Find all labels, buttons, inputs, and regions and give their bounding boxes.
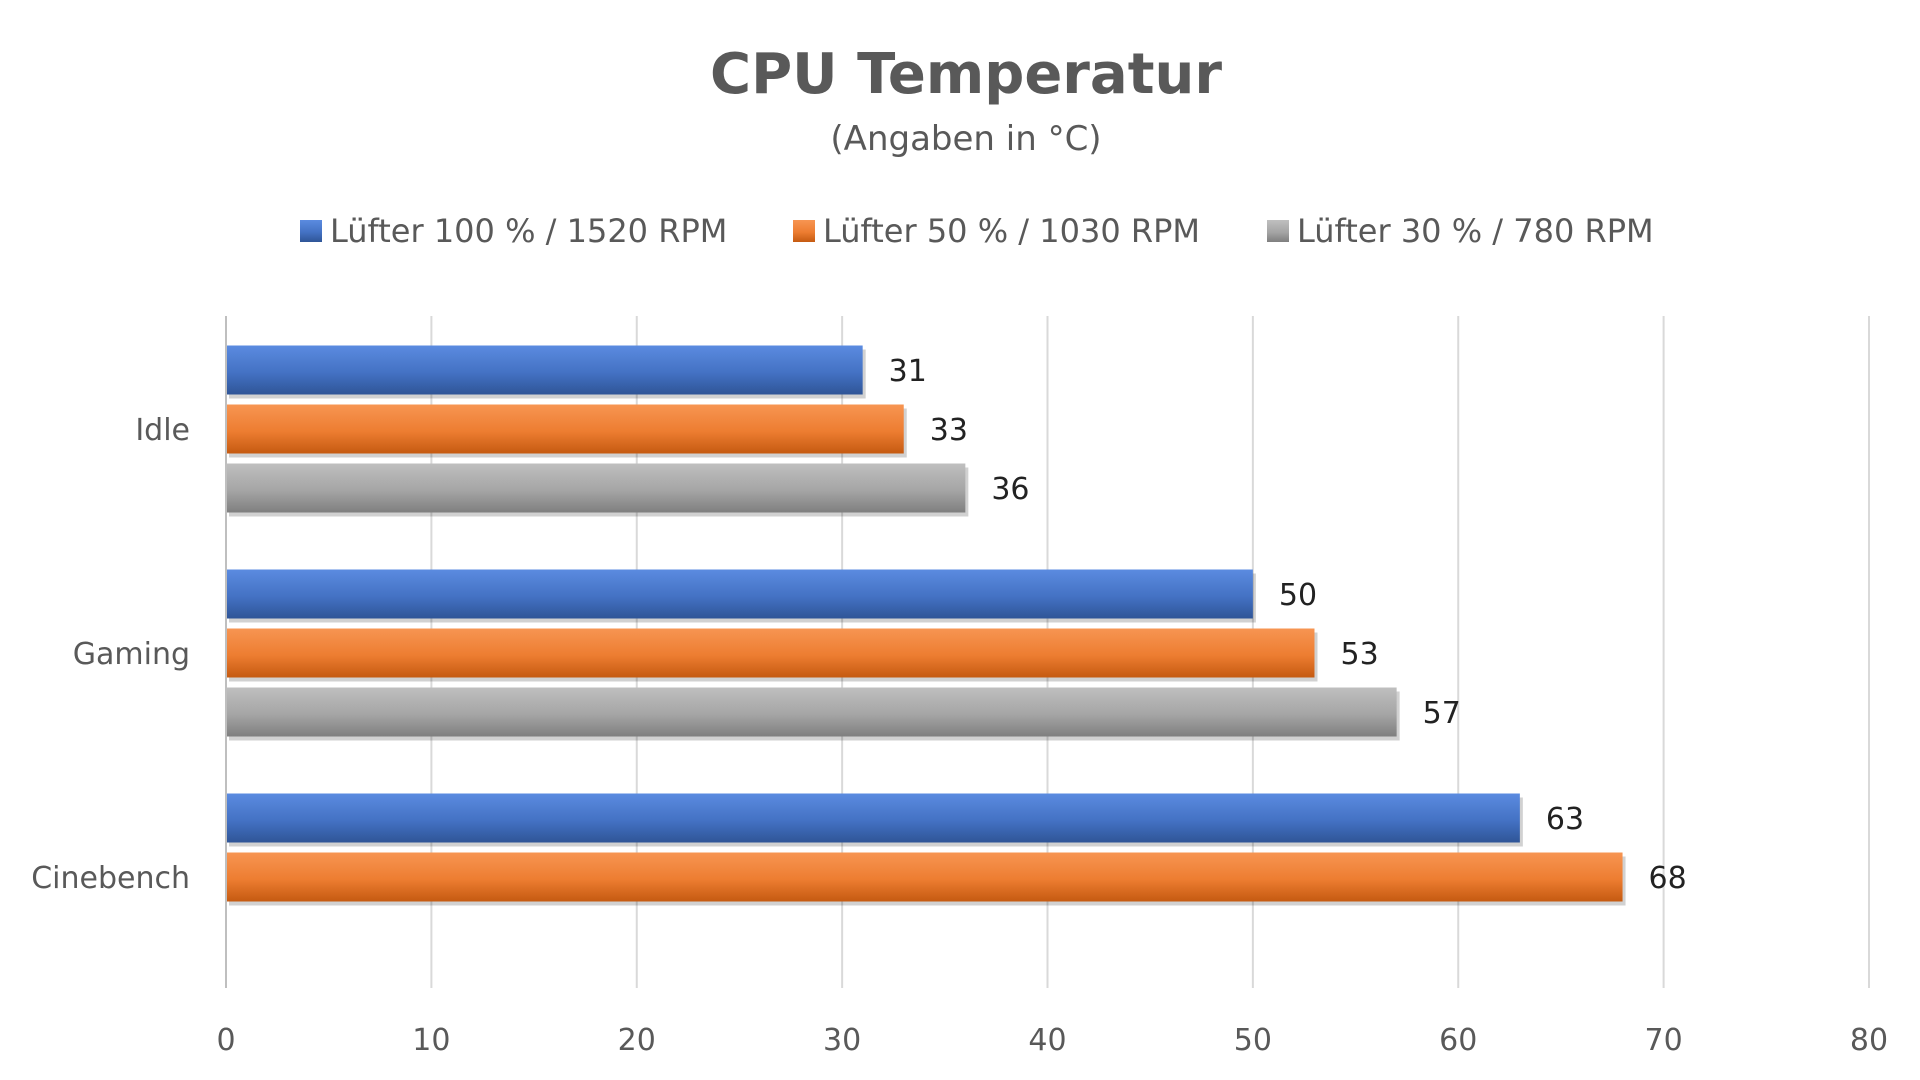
x-tick-label-70: 70 (1645, 1023, 1683, 1058)
x-tick-label-80: 80 (1850, 1023, 1888, 1058)
x-tick-label-10: 10 (412, 1023, 450, 1058)
chart-legend: Lüfter 100 % / 1520 RPM Lüfter 50 % / 103… (300, 212, 1654, 250)
category-label-idle: Idle (135, 413, 190, 448)
chart-title: CPU Temperatur (710, 42, 1222, 107)
bar-cinebench-series-2 (226, 852, 1623, 902)
data-label-gaming-series-2: 53 (1340, 637, 1378, 672)
y-axis: Idle Gaming Cinebench (31, 316, 227, 988)
bars (226, 345, 1626, 906)
bar-idle-series-2 (226, 404, 904, 454)
bar-gaming-series-1 (226, 569, 1253, 619)
bar-gaming-series-3 (226, 687, 1397, 737)
x-axis: 0 10 20 30 40 50 60 70 80 (216, 1023, 1888, 1058)
data-label-idle-series-3: 36 (991, 472, 1029, 507)
bar-cinebench-series-1 (226, 793, 1520, 843)
data-label-cinebench-series-2: 68 (1649, 861, 1687, 896)
bar-idle-series-1 (226, 345, 863, 395)
legend-swatch-2 (793, 220, 815, 242)
data-label-cinebench-series-1: 63 (1546, 802, 1584, 837)
category-label-cinebench: Cinebench (31, 861, 190, 896)
data-label-gaming-series-1: 50 (1279, 578, 1317, 613)
bar-gaming-series-2 (226, 628, 1315, 678)
legend-swatch-1 (300, 220, 322, 242)
data-label-gaming-series-3: 57 (1423, 696, 1461, 731)
x-tick-label-60: 60 (1439, 1023, 1477, 1058)
legend-swatch-3 (1267, 220, 1289, 242)
x-tick-label-30: 30 (823, 1023, 861, 1058)
bar-idle-series-3 (226, 463, 966, 513)
x-tick-label-20: 20 (618, 1023, 656, 1058)
category-label-gaming: Gaming (73, 637, 190, 672)
legend-label-1: Lüfter 100 % / 1520 RPM (330, 212, 727, 250)
chart-subtitle: (Angaben in °C) (830, 119, 1101, 159)
legend-label-3: Lüfter 30 % / 780 RPM (1297, 212, 1654, 250)
data-label-idle-series-1: 31 (889, 354, 927, 389)
x-tick-label-50: 50 (1234, 1023, 1272, 1058)
x-tick-label-0: 0 (216, 1023, 235, 1058)
data-label-idle-series-2: 33 (930, 413, 968, 448)
x-tick-label-40: 40 (1028, 1023, 1066, 1058)
legend-label-2: Lüfter 50 % / 1030 RPM (823, 212, 1200, 250)
